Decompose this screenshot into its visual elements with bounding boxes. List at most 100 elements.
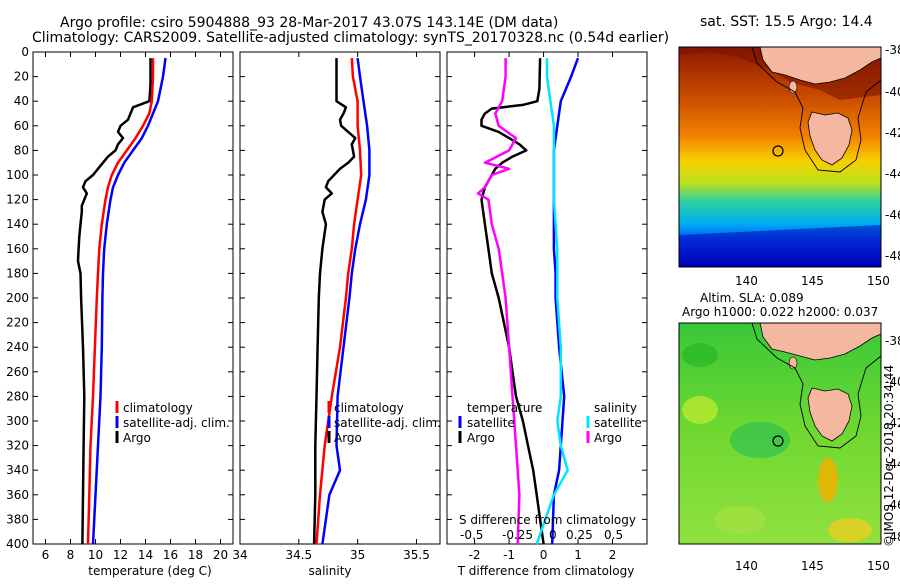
x-axis-label: salinity — [308, 564, 351, 578]
sla-blob — [730, 422, 790, 458]
depth-tick-label: 20 — [14, 70, 29, 84]
sst-ytick: -40 — [885, 85, 900, 99]
sla-blob — [818, 458, 838, 502]
sst-mainland — [759, 47, 881, 85]
sla-ytick: -38 — [885, 334, 900, 348]
sla-shelf-contour — [751, 323, 881, 449]
sst-shelf-contour — [751, 47, 881, 173]
depth-tick-label: 120 — [6, 193, 29, 207]
s-tick-3: 0 — [549, 528, 557, 542]
x-tick-label: 8 — [67, 548, 75, 562]
s-diff-label: S difference from climatology — [459, 513, 636, 527]
sst-ytick: -38 — [885, 43, 900, 57]
sla-xtick: 150 — [867, 559, 890, 573]
series-line-climatology — [86, 58, 155, 545]
series-line-argo — [312, 58, 357, 545]
depth-tick-label: 140 — [6, 217, 29, 231]
series-line-argo — [76, 58, 152, 545]
legend-argo: Argo — [123, 431, 151, 445]
series-line-satellite-adj-clim — [321, 57, 371, 545]
difference-panel: -2 -1 0 1 2 T difference from climatology — [446, 51, 648, 578]
sst-map-axes: -38 -40 -42 -44 -46 -48 140 145 150 — [735, 43, 900, 288]
sla-map — [678, 322, 882, 545]
sst-ytick: -48 — [885, 249, 900, 263]
legend-s-satellite: satellite — [594, 416, 642, 430]
sla-ytick: -44 — [885, 457, 900, 471]
legend-climatology-s: climatology — [334, 401, 404, 415]
sst-tasmania — [807, 111, 853, 166]
x-tick-label: 34.5 — [285, 548, 312, 562]
x-tick-label: 35.5 — [403, 548, 430, 562]
s-tick-2: -0.25 — [502, 528, 533, 542]
series-line-s-argo — [476, 58, 521, 545]
s-tick-4: 0.25 — [566, 528, 593, 542]
depth-tick-label: 80 — [14, 143, 29, 157]
figure-title-line2: Climatology: CARS2009. Satellite-adjuste… — [32, 30, 669, 46]
temperature-panel: 0 20 40 60 80 100 120 140 160 180 200 220 240 260 280 3… — [6, 45, 234, 578]
sst-cold-water — [679, 225, 881, 267]
salinity-legend: climatology satellite-adj. clim. Argo — [327, 401, 441, 445]
sst-ytick: -44 — [885, 167, 900, 181]
depth-tick-label: 40 — [14, 94, 29, 108]
temperature-legend: climatology satellite-adj. clim. Argo — [115, 401, 230, 445]
sst-xtick: 140 — [735, 274, 758, 288]
legend-t-satellite: satellite — [467, 416, 515, 430]
legend-s-argo: Argo — [594, 431, 622, 445]
sla-map-title-line2: Argo h1000: 0.022 h2000: 0.037 — [682, 305, 878, 319]
sla-map-frame — [678, 322, 882, 545]
depth-tick-label: 280 — [6, 389, 29, 403]
salinity-panel: 34 34.5 35 35.5 salinity — [232, 51, 441, 578]
sst-ytick: -46 — [885, 208, 900, 222]
depth-tick-label: 320 — [6, 439, 29, 453]
depth-tick-label: 160 — [6, 242, 29, 256]
series-line-satellite-adj-clim — [91, 57, 167, 545]
plot-frame — [32, 51, 234, 545]
depth-tick-label: 180 — [6, 266, 29, 280]
depth-tick-label: 400 — [6, 537, 29, 551]
s-tick-1: -0.5 — [460, 528, 483, 542]
x-tick-label: -2 — [469, 548, 481, 562]
sla-ytick: -48 — [885, 530, 900, 544]
depth-tick-label: 260 — [6, 365, 29, 379]
x-tick-label: 35 — [350, 548, 365, 562]
sst-map-frame — [678, 46, 882, 268]
figure-title-line1: Argo profile: csiro 5904888_93 28-Mar-20… — [60, 15, 558, 31]
series-line-s-satellite — [535, 58, 569, 545]
x-axis-label: temperature (deg C) — [88, 564, 211, 578]
legend-salinity-heading: salinity — [594, 401, 637, 415]
sla-xtick: 145 — [801, 559, 824, 573]
x-tick-label: 16 — [163, 548, 178, 562]
legend-temperature-heading: temperature — [467, 401, 542, 415]
difference-legend: temperature satellite Argo salinity sate… — [458, 401, 642, 542]
sla-blob — [682, 343, 718, 367]
sla-argo-marker — [772, 435, 784, 447]
sla-ytick: -42 — [885, 416, 900, 430]
plot-frame — [446, 51, 648, 545]
x-tick-label: 10 — [88, 548, 103, 562]
sla-ytick: -46 — [885, 498, 900, 512]
depth-tick-label: 60 — [14, 119, 29, 133]
depth-tick-label: 300 — [6, 414, 29, 428]
x-tick-label: 1 — [574, 548, 582, 562]
sla-map-title-line1: Altim. SLA: 0.089 — [700, 291, 804, 305]
x-tick-label: 12 — [113, 548, 128, 562]
s-tick-5: 0.5 — [604, 528, 623, 542]
depth-tick-label: 380 — [6, 512, 29, 526]
sst-xtick: 150 — [867, 274, 890, 288]
legend-t-argo: Argo — [467, 431, 495, 445]
series-line-t-argo — [480, 58, 545, 545]
depth-tick-label: 240 — [6, 340, 29, 354]
x-tick-label: 14 — [138, 548, 153, 562]
x-tick-label: 20 — [213, 548, 228, 562]
sst-argo-marker — [772, 145, 784, 157]
depth-tick-label: 340 — [6, 463, 29, 477]
depth-tick-label: 200 — [6, 291, 29, 305]
x-tick-label: 2 — [609, 548, 617, 562]
legend-argo-s: Argo — [334, 431, 362, 445]
depth-tick-label: 100 — [6, 168, 29, 182]
sst-map-title: sat. SST: 15.5 Argo: 14.4 — [700, 14, 873, 30]
depth-tick-label: 360 — [6, 488, 29, 502]
series-line-t-satellite — [550, 57, 580, 545]
x-tick-label: 34 — [232, 548, 247, 562]
